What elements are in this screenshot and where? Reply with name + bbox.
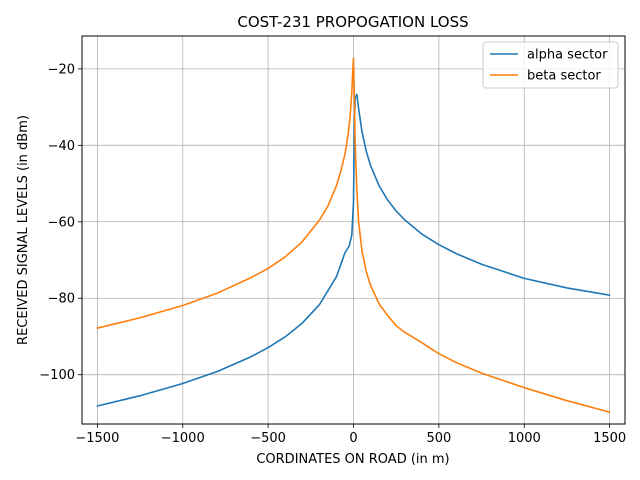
alpha-sector-line bbox=[96, 93, 611, 407]
y-axis-label: RECEIVED SIGNAL LEVELS (in dBm) bbox=[16, 115, 31, 345]
legend-label-beta-sector: beta sector bbox=[527, 69, 601, 84]
axis-ticks: −1500 −1000 −500 0 500 1000 1500 −100 −80 −60 −40 −… bbox=[39, 62, 626, 446]
x-tick-label: 0 bbox=[349, 431, 357, 446]
y-tick-label: −20 bbox=[48, 62, 75, 77]
legend-label-alpha-sector: alpha sector bbox=[527, 48, 608, 63]
x-tick-label: 1500 bbox=[593, 431, 626, 446]
y-tick-label: −40 bbox=[48, 139, 75, 154]
chart-title: COST-231 PROPOGATION LOSS bbox=[237, 13, 468, 31]
x-tick-label: 500 bbox=[426, 431, 451, 446]
y-tick-label: −80 bbox=[48, 292, 75, 307]
x-tick-label: −1000 bbox=[161, 431, 205, 446]
x-axis-label: CORDINATES ON ROAD (in m) bbox=[256, 452, 449, 467]
y-tick-label: −100 bbox=[39, 368, 75, 383]
beta-sector-line bbox=[96, 57, 611, 413]
legend: alpha sector beta sector bbox=[482, 41, 619, 89]
x-tick-label: −1500 bbox=[75, 431, 119, 446]
series-lines bbox=[96, 57, 611, 413]
x-tick-label: −500 bbox=[250, 431, 286, 446]
x-tick-label: 1000 bbox=[508, 431, 541, 446]
y-tick-label: −60 bbox=[48, 215, 75, 230]
